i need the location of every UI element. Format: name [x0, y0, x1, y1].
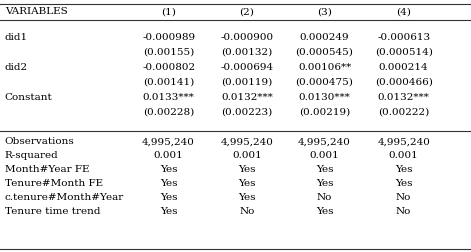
- Text: Month#Year FE: Month#Year FE: [5, 166, 89, 174]
- Text: (4): (4): [396, 8, 411, 16]
- Text: 4,995,240: 4,995,240: [377, 138, 430, 146]
- Text: (0.000475): (0.000475): [296, 78, 353, 86]
- Text: No: No: [239, 207, 254, 216]
- Text: 0.001: 0.001: [232, 151, 262, 161]
- Text: -0.000694: -0.000694: [220, 64, 273, 73]
- Text: 0.0132***: 0.0132***: [378, 93, 430, 103]
- Text: No: No: [396, 194, 411, 203]
- Text: 0.001: 0.001: [389, 151, 419, 161]
- Text: did2: did2: [5, 64, 28, 73]
- Text: Yes: Yes: [316, 207, 333, 216]
- Text: Yes: Yes: [160, 194, 178, 203]
- Text: Constant: Constant: [5, 93, 52, 103]
- Text: (0.00155): (0.00155): [143, 47, 194, 56]
- Text: (0.00222): (0.00222): [378, 108, 429, 116]
- Text: (0.000545): (0.000545): [296, 47, 353, 56]
- Text: (0.000466): (0.000466): [375, 78, 432, 86]
- Text: (0.00132): (0.00132): [221, 47, 272, 56]
- Text: (0.00223): (0.00223): [221, 108, 272, 116]
- Text: (1): (1): [161, 8, 176, 16]
- Text: 0.001: 0.001: [309, 151, 340, 161]
- Text: 0.0133***: 0.0133***: [143, 93, 195, 103]
- Text: Yes: Yes: [160, 166, 178, 174]
- Text: c.tenure#Month#Year: c.tenure#Month#Year: [5, 194, 124, 203]
- Text: 0.000249: 0.000249: [300, 34, 349, 43]
- Text: (0.000514): (0.000514): [375, 47, 432, 56]
- Text: Yes: Yes: [238, 166, 256, 174]
- Text: Observations: Observations: [5, 138, 74, 146]
- Text: Yes: Yes: [395, 179, 413, 188]
- Text: (0.00141): (0.00141): [143, 78, 194, 86]
- Text: 4,995,240: 4,995,240: [220, 138, 273, 146]
- Text: Tenure#Month FE: Tenure#Month FE: [5, 179, 103, 188]
- Text: Tenure time trend: Tenure time trend: [5, 207, 100, 216]
- Text: Yes: Yes: [395, 166, 413, 174]
- Text: 4,995,240: 4,995,240: [142, 138, 195, 146]
- Text: 0.000214: 0.000214: [379, 64, 429, 73]
- Text: No: No: [396, 207, 411, 216]
- Text: 0.0132***: 0.0132***: [221, 93, 273, 103]
- Text: (2): (2): [239, 8, 254, 16]
- Text: (0.00228): (0.00228): [143, 108, 194, 116]
- Text: did1: did1: [5, 34, 28, 43]
- Text: Yes: Yes: [238, 194, 256, 203]
- Text: -0.000802: -0.000802: [142, 64, 195, 73]
- Text: 0.001: 0.001: [154, 151, 184, 161]
- Text: Yes: Yes: [316, 179, 333, 188]
- Text: (0.00219): (0.00219): [299, 108, 350, 116]
- Text: -0.000613: -0.000613: [377, 34, 430, 43]
- Text: Yes: Yes: [316, 166, 333, 174]
- Text: No: No: [317, 194, 332, 203]
- Text: VARIABLES: VARIABLES: [5, 8, 67, 16]
- Text: -0.000900: -0.000900: [220, 34, 273, 43]
- Text: 0.00106**: 0.00106**: [298, 64, 351, 73]
- Text: 0.0130***: 0.0130***: [299, 93, 350, 103]
- Text: 4,995,240: 4,995,240: [298, 138, 351, 146]
- Text: Yes: Yes: [160, 179, 178, 188]
- Text: Yes: Yes: [160, 207, 178, 216]
- Text: Yes: Yes: [238, 179, 256, 188]
- Text: (0.00119): (0.00119): [221, 78, 272, 86]
- Text: R-squared: R-squared: [5, 151, 58, 161]
- Text: (3): (3): [317, 8, 332, 16]
- Text: -0.000989: -0.000989: [142, 34, 195, 43]
